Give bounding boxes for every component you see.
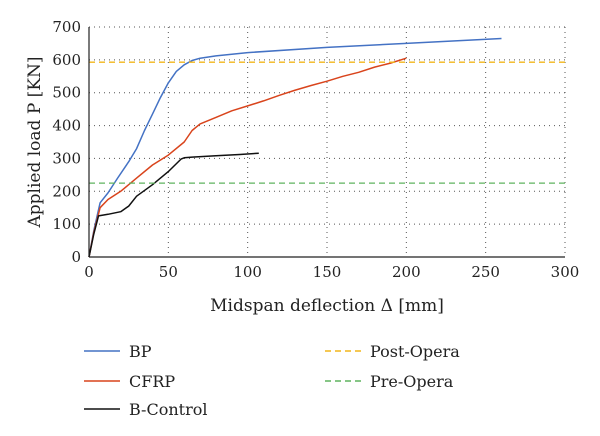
y-tick-label: 100: [52, 215, 81, 233]
x-tick-label: 200: [392, 263, 421, 281]
y-tick-label: 200: [52, 182, 81, 200]
series-line-bp: [88, 37, 502, 258]
y-tick-label: 0: [71, 248, 81, 266]
x-tick-label: 0: [84, 263, 94, 281]
x-axis-label: Midspan deflection Δ [mm]: [210, 296, 444, 316]
legend-label: Pre-Opera: [370, 372, 454, 391]
x-tick-label: 300: [551, 263, 580, 281]
x-tick-label: 100: [233, 263, 262, 281]
y-tick-label: 400: [52, 117, 81, 135]
series-line-cfrp: [88, 57, 407, 258]
x-tick-label: 150: [313, 263, 342, 281]
axes: [88, 27, 565, 258]
legend-label: Post-Opera: [370, 342, 460, 361]
x-tick-label: 250: [471, 263, 500, 281]
y-tick-label: 300: [52, 149, 81, 167]
tick-labels: 0 50 100 150 200 250 300 0 100 200 300 400 500 600 700: [52, 18, 579, 281]
legend-label: B-Control: [129, 400, 207, 419]
legend-label: BP: [129, 342, 152, 361]
y-tick-label: 700: [52, 18, 81, 36]
y-tick-label: 500: [52, 84, 81, 102]
legend: BP CFRP B-Control Post-Opera Pre-Opera: [84, 342, 460, 419]
y-tick-label: 600: [52, 51, 81, 69]
grid: [89, 26, 566, 257]
series-line-b-control: [88, 152, 259, 258]
x-tick-label: 50: [159, 263, 178, 281]
series-layer: [88, 37, 565, 258]
legend-label: CFRP: [129, 372, 175, 391]
y-axis-label: Applied load P [KN]: [25, 56, 45, 228]
